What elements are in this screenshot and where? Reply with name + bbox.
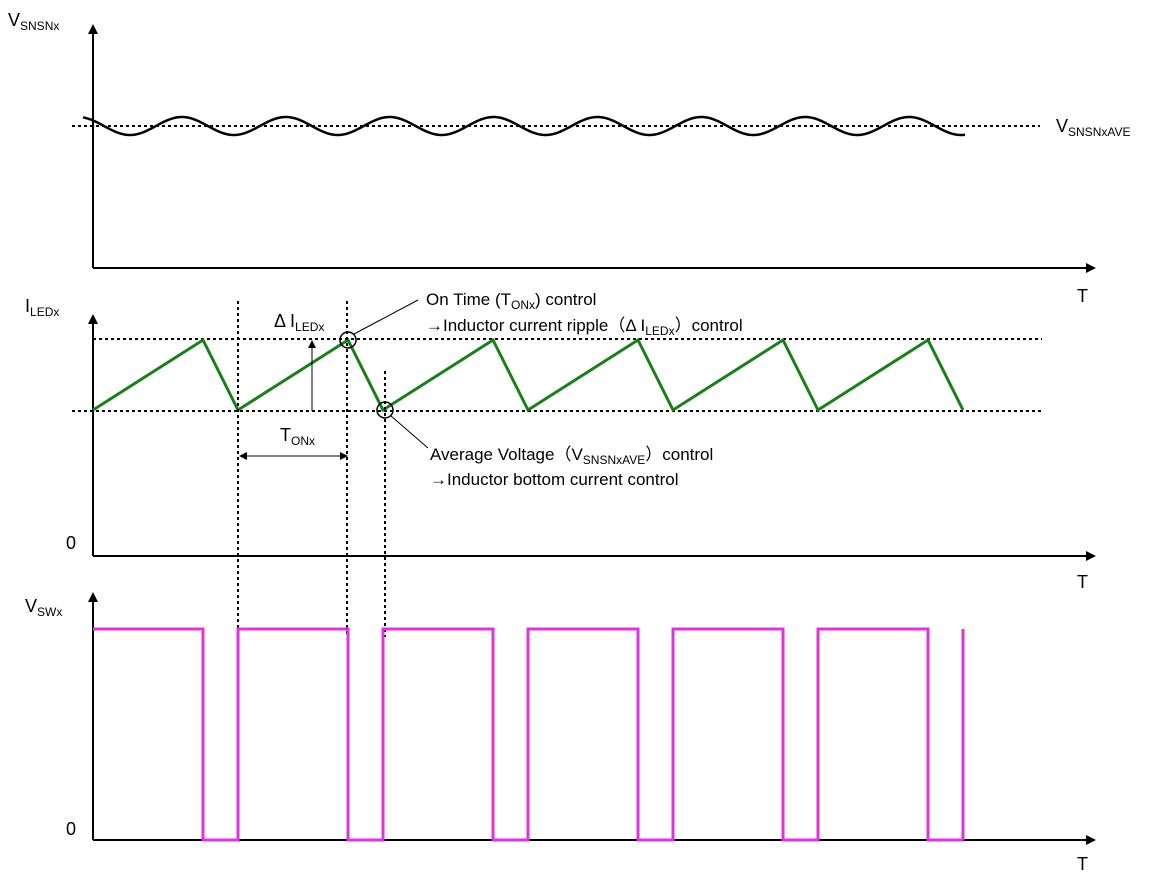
vsns-average-label: VSNSNxAVE — [1056, 116, 1130, 139]
ton-label: TONx — [280, 425, 315, 448]
vsw-zero-label: 0 — [66, 819, 76, 839]
iled-zero-label: 0 — [66, 533, 76, 553]
vsw-x-label: T — [1077, 854, 1088, 874]
delta-i-label: Δ ILEDx — [274, 311, 324, 334]
iled-x-label: T — [1077, 572, 1088, 592]
on-time-line2: →Inductor current ripple（Δ ILEDx）control — [426, 316, 743, 338]
on-time-leader — [353, 299, 419, 335]
alignment-guides — [237, 301, 386, 637]
iled-y-label: ILEDx — [25, 296, 59, 319]
vsw-square-wave — [93, 627, 965, 842]
panel-inductor-current: Δ ILEDx TONx 0 ILEDx T On Time (TONx) co… — [25, 290, 1096, 592]
panel-switch-voltage: 0 VSWx T — [25, 592, 1096, 874]
vsw-y-label: VSWx — [25, 596, 62, 619]
avg-voltage-annotation: Average Voltage（VSNSNxAVE）control →Induc… — [430, 445, 713, 489]
avg-voltage-leader — [390, 415, 429, 449]
vsns-y-label: VSNSNx — [8, 10, 59, 33]
avg-voltage-line1: Average Voltage（VSNSNxAVE）control — [430, 445, 713, 467]
vsns-x-label: T — [1077, 286, 1088, 306]
on-time-line1: On Time (TONx) control — [426, 290, 596, 312]
panel-sense-voltage: VSNSNx VSNSNxAVE T — [8, 10, 1130, 306]
iled-triangle-wave — [92, 337, 965, 413]
on-time-annotation: On Time (TONx) control →Inductor current… — [426, 290, 743, 338]
vsns-ripple-wave — [82, 115, 966, 137]
avg-voltage-line2: →Inductor bottom current control — [430, 470, 679, 489]
